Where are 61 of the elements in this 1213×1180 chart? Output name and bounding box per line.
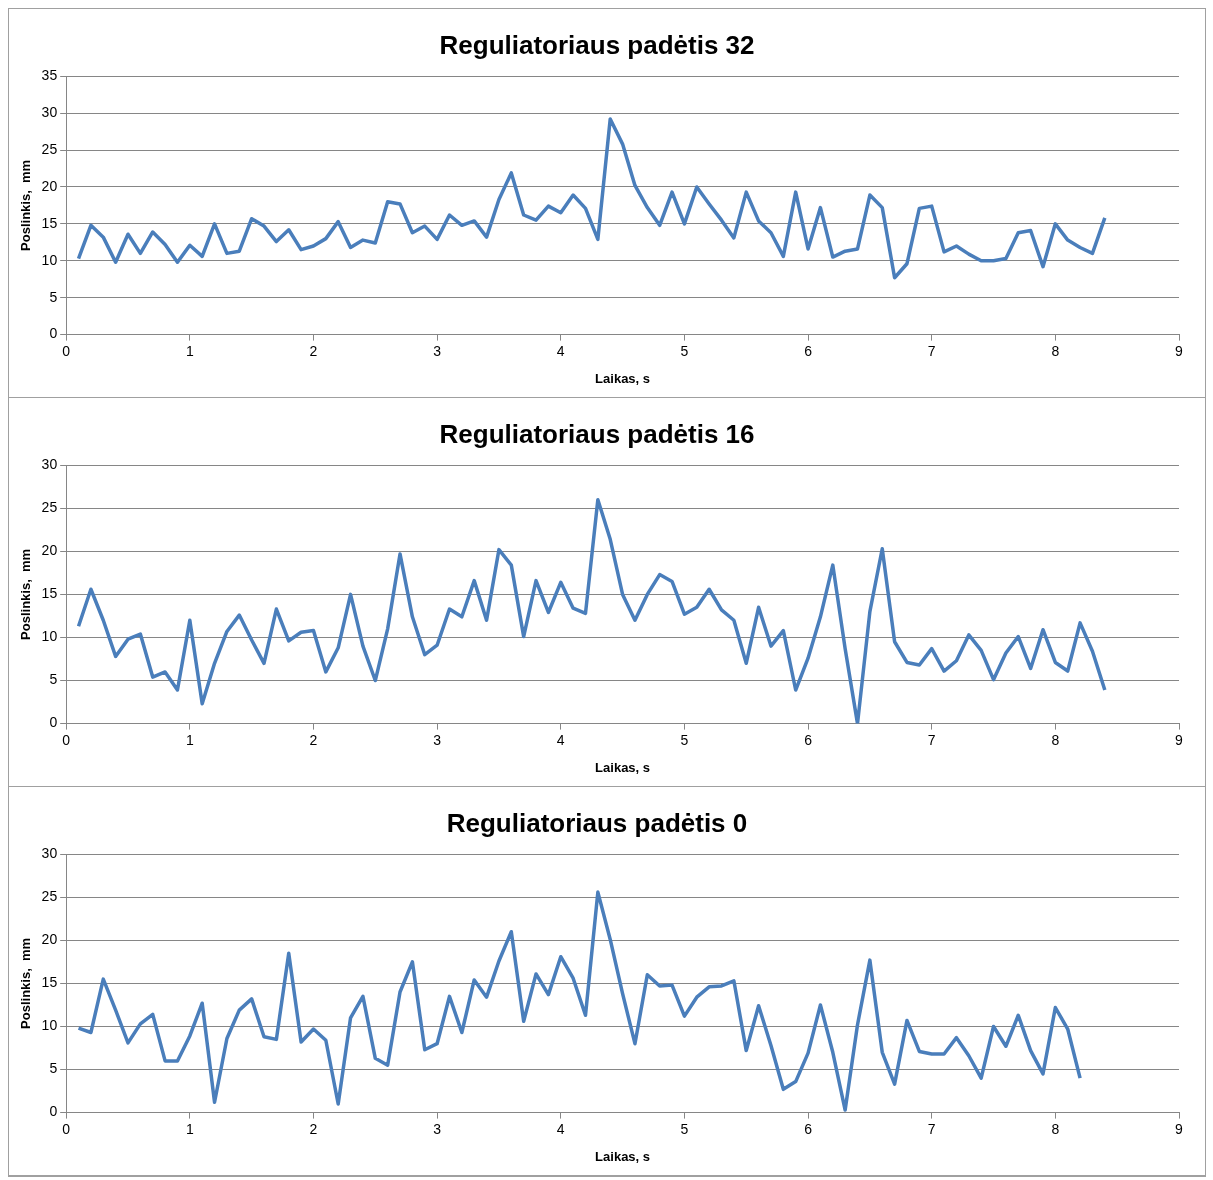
y-tick-label: 20: [41, 542, 58, 559]
y-tick-label: 0: [49, 1103, 58, 1120]
x-tick-label: 0: [62, 1120, 71, 1137]
y-axis-title: Poslinkis, mm: [18, 159, 34, 251]
x-tick-label: 5: [680, 342, 689, 359]
x-tick-label: 7: [927, 342, 936, 359]
x-tick-label: 2: [309, 731, 318, 748]
x-tick-label: 2: [309, 1120, 318, 1137]
y-tick-label: 0: [49, 714, 58, 731]
x-tick-label: 0: [62, 731, 71, 748]
x-tick-label: 6: [804, 342, 813, 359]
x-tick-label: 8: [1051, 731, 1060, 748]
y-tick-label: 20: [41, 931, 58, 948]
y-tick-label: 20: [41, 177, 58, 194]
y-tick-label: 5: [49, 1060, 58, 1077]
chart-title: Reguliatoriaus padėtis 32: [439, 29, 755, 60]
x-tick-label: 6: [804, 731, 813, 748]
x-tick-label: 4: [556, 342, 565, 359]
x-tick-label: 2: [309, 342, 318, 359]
x-tick-label: 3: [433, 731, 442, 748]
x-tick-label: 1: [185, 342, 194, 359]
y-tick-label: 10: [41, 628, 58, 645]
y-tick-label: 25: [41, 888, 58, 905]
x-tick-label: 8: [1051, 1120, 1060, 1137]
x-tick-label: 1: [185, 731, 194, 748]
y-tick-label: 10: [41, 1017, 58, 1034]
y-axis-title: Poslinkis, mm: [18, 548, 34, 640]
x-tick-label: 7: [927, 1120, 936, 1137]
x-tick-label: 3: [433, 342, 442, 359]
x-axis-title: Laikas, s: [595, 370, 651, 386]
x-tick-label: 9: [1175, 1120, 1184, 1137]
y-tick-label: 0: [49, 325, 58, 342]
y-tick-label: 15: [41, 214, 58, 231]
x-tick-label: 7: [927, 731, 936, 748]
x-tick-label: 1: [185, 1120, 194, 1137]
x-tick-label: 8: [1051, 342, 1060, 359]
x-tick-label: 5: [680, 1120, 689, 1137]
y-tick-label: 25: [41, 140, 58, 157]
y-tick-label: 25: [41, 499, 58, 516]
y-tick-label: 5: [49, 288, 58, 305]
x-tick-label: 6: [804, 1120, 813, 1137]
x-tick-label: 9: [1175, 342, 1184, 359]
x-tick-label: 3: [433, 1120, 442, 1137]
x-tick-label: 5: [680, 731, 689, 748]
x-tick-label: 4: [556, 1120, 565, 1137]
y-axis-title: Poslinkis, mm: [18, 937, 34, 1029]
y-tick-label: 10: [41, 251, 58, 268]
x-tick-label: 4: [556, 731, 565, 748]
x-tick-label: 0: [62, 342, 71, 359]
x-axis-title: Laikas, s: [595, 1148, 651, 1164]
y-tick-label: 15: [41, 585, 58, 602]
y-tick-label: 30: [41, 103, 58, 120]
chart-title: Reguliatoriaus padėtis 16: [439, 418, 755, 449]
chart-title: Reguliatoriaus padėtis 0: [446, 807, 748, 838]
x-axis-title: Laikas, s: [595, 759, 651, 775]
y-tick-label: 35: [41, 67, 58, 84]
y-tick-label: 5: [49, 671, 58, 688]
y-tick-label: 30: [41, 845, 58, 862]
y-tick-label: 15: [41, 974, 58, 991]
y-tick-label: 30: [41, 456, 58, 473]
x-tick-label: 9: [1175, 731, 1184, 748]
